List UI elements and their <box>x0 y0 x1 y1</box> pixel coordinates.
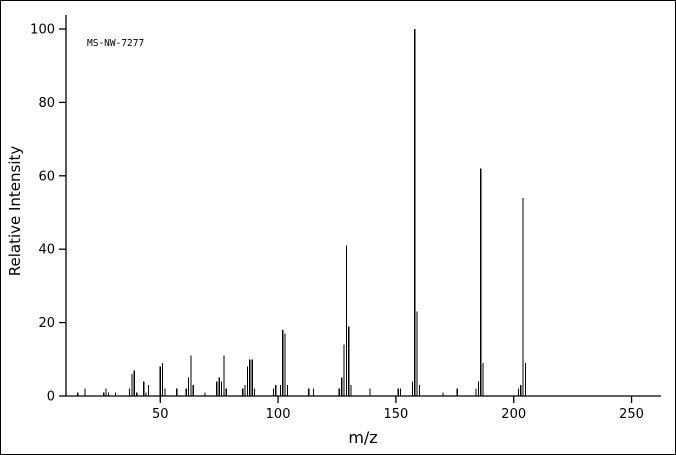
y-tick-label: 40 <box>38 243 55 258</box>
y-tick-label: 60 <box>38 169 55 184</box>
x-axis-ticks: 50 100 150 200 250 <box>152 396 644 422</box>
y-tick-label: 0 <box>47 390 55 405</box>
y-tick-label: 20 <box>38 316 55 331</box>
peaks <box>77 29 527 396</box>
y-tick-label: 80 <box>38 96 55 111</box>
y-axis-ticks: 0 20 40 60 80 100 <box>30 23 66 405</box>
y-axis-label: Relative Intensity <box>6 146 24 277</box>
x-tick-label: 100 <box>266 407 291 422</box>
spectrum-id-annotation: MS-NW-7277 <box>87 38 144 49</box>
x-tick-label: 250 <box>619 407 644 422</box>
y-tick-label: 100 <box>30 23 55 38</box>
x-tick-label: 50 <box>152 407 169 422</box>
axes <box>65 15 661 397</box>
x-axis-label: m/z <box>348 428 377 447</box>
x-tick-label: 200 <box>501 407 526 422</box>
x-tick-label: 150 <box>383 407 408 422</box>
